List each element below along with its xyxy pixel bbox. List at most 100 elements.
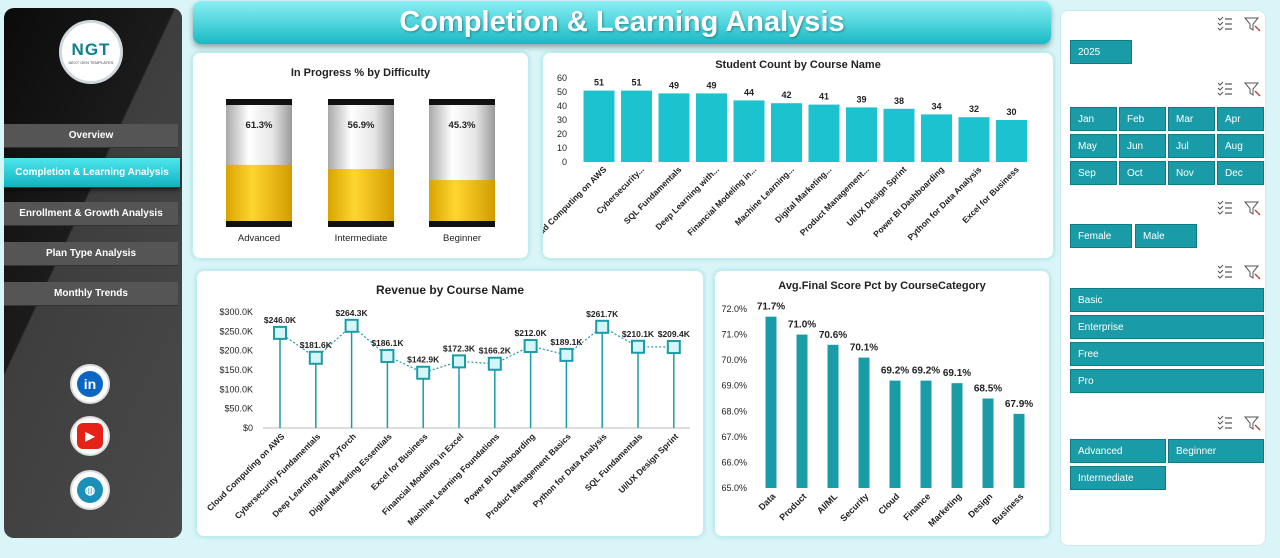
xtick-marketing: Marketing: [926, 491, 963, 528]
bar-finance: [920, 380, 932, 488]
ytick-300-0k: $300.0K: [219, 307, 253, 317]
plan-clear-filter-icon[interactable]: [1243, 265, 1261, 280]
plan-enterprise[interactable]: Enterprise: [1070, 315, 1264, 339]
ytick-40: 40: [557, 101, 567, 111]
globe-icon[interactable]: ◍: [70, 470, 110, 510]
value-cybersecurity-fundamentals: $181.6K: [300, 340, 333, 350]
value-ui-ux-design-sprint: 38: [894, 96, 904, 106]
revenue-line: [279, 325, 674, 374]
year-filter-icons: [1217, 16, 1261, 32]
cap-top-advanced: [226, 99, 292, 105]
ytick-250-0k: $250.0K: [219, 326, 253, 336]
xtick-security: Security: [838, 491, 870, 523]
marker-product-management-basics: [559, 347, 574, 362]
value-python-for-data-analysis: $261.7K: [586, 309, 619, 319]
difficulty-clear-filter-icon[interactable]: [1243, 416, 1261, 431]
xtick-ui-ux-design-sprint: UI/UX Design Sprint: [616, 431, 680, 495]
ytick-66-0: 66.0%: [721, 457, 747, 467]
cap-bottom-intermediate: [328, 221, 394, 227]
value-excel-for-business: 30: [1006, 107, 1016, 117]
month-feb[interactable]: Feb: [1119, 107, 1166, 131]
month-aug[interactable]: Aug: [1217, 134, 1264, 158]
month-clear-filter-icon[interactable]: [1243, 82, 1261, 97]
year-2025[interactable]: 2025: [1070, 40, 1132, 64]
bar-marketing: [951, 383, 963, 488]
gender-multiselect-icon[interactable]: [1217, 200, 1232, 215]
marker-ui-ux-design-sprint: [666, 340, 681, 355]
xtick-data: Data: [757, 491, 779, 513]
label-beginner: 45.3%: [449, 120, 476, 131]
bar-cybersecurity: [621, 90, 652, 162]
difficulty-chart: 61.3% Advanced 56.9% Intermediate 45.3% Begin…: [226, 99, 495, 244]
month-nov[interactable]: Nov: [1168, 161, 1215, 185]
xtick-product-management: Product Management...: [798, 164, 871, 237]
bar-cloud-computing-on-aws: [583, 90, 615, 162]
bar-deep-learning-with: [696, 93, 727, 162]
difficulty-multiselect-icon[interactable]: [1217, 415, 1232, 430]
plan-multiselect-icon[interactable]: [1217, 264, 1232, 279]
value-financial-modeling-in-excel: $172.3K: [443, 343, 476, 353]
score-title: Avg.Final Score Pct by CourseCategory: [778, 280, 986, 292]
ytick-60: 60: [557, 73, 567, 83]
youtube-icon[interactable]: ▶: [70, 416, 110, 456]
gender-filter-icons: [1217, 200, 1261, 216]
value-power-bi-dashboarding: $212.0K: [515, 328, 548, 338]
year-clear-filter-icon[interactable]: [1243, 17, 1261, 32]
category-advanced: Advanced: [238, 233, 280, 244]
difficulty-chart-title: In Progress % by Difficulty: [290, 67, 431, 79]
ytick-100-0k: $100.0K: [219, 384, 253, 394]
student-count-panel: Student Count by Course Name 0 10 20 30 40 50…: [542, 52, 1054, 259]
linkedin-icon-glyph: in: [77, 371, 103, 397]
value-security: 70.1%: [850, 343, 878, 354]
category-beginner: Beginner: [443, 233, 481, 244]
difficulty-advanced[interactable]: Advanced: [1070, 439, 1166, 463]
cap-bottom-beginner: [429, 221, 495, 227]
month-mar[interactable]: Mar: [1168, 107, 1215, 131]
value-ai-ml: 70.6%: [819, 330, 847, 341]
plan-basic[interactable]: Basic: [1070, 288, 1264, 312]
ytick-200-0k: $200.0K: [219, 346, 253, 356]
month-dec[interactable]: Dec: [1217, 161, 1264, 185]
cap-bottom-advanced: [226, 221, 292, 227]
xtick-deep-learning-with: Deep Learning with...: [653, 164, 721, 232]
sidebar: NGT NEXT GEN TEMPLATES Overview Completi…: [4, 8, 182, 538]
month-may[interactable]: May: [1070, 134, 1117, 158]
bar-cloud: [889, 380, 901, 488]
nav-enrollment-growth[interactable]: Enrollment & Growth Analysis: [4, 202, 178, 226]
month-multiselect-icon[interactable]: [1217, 81, 1232, 96]
youtube-icon-glyph: ▶: [77, 423, 103, 449]
difficulty-beginner[interactable]: Beginner: [1168, 439, 1264, 463]
xtick-product: Product: [777, 491, 808, 522]
ytick-71-0: 71.0%: [721, 330, 747, 340]
month-sep[interactable]: Sep: [1070, 161, 1117, 185]
logo-subtext: NEXT GEN TEMPLATES: [68, 59, 114, 65]
difficulty-chart-panel: In Progress % by Difficulty 61.3% Advance…: [192, 52, 529, 259]
bar-product-management: [846, 107, 877, 162]
marker-excel-for-business: [416, 365, 431, 380]
bar-design: [982, 398, 994, 488]
nav-plan-type[interactable]: Plan Type Analysis: [4, 242, 178, 266]
plan-pro[interactable]: Pro: [1070, 369, 1264, 393]
month-oct[interactable]: Oct: [1119, 161, 1166, 185]
linkedin-icon[interactable]: in: [70, 364, 110, 404]
bar-data: [765, 316, 777, 488]
gender-female[interactable]: Female: [1070, 224, 1132, 248]
filter-panel: 2025 Jan Feb Mar Apr May Jun Jul Aug Sep Oct Nov Dec…: [1060, 10, 1266, 546]
ytick-72-0: 72.0%: [721, 304, 747, 314]
label-advanced: 61.3%: [246, 120, 273, 131]
nav-overview[interactable]: Overview: [4, 124, 178, 148]
month-jun[interactable]: Jun: [1119, 134, 1166, 158]
nav-monthly-trends[interactable]: Monthly Trends: [4, 282, 178, 306]
month-jan[interactable]: Jan: [1070, 107, 1117, 131]
year-multiselect-icon[interactable]: [1217, 16, 1232, 31]
nav-completion-learning[interactable]: Completion & Learning Analysis: [4, 158, 180, 188]
month-apr[interactable]: Apr: [1217, 107, 1264, 131]
xtick-design: Design: [966, 491, 994, 519]
value-ui-ux-design-sprint: $209.4K: [658, 329, 691, 339]
globe-icon-glyph: ◍: [77, 477, 103, 503]
difficulty-intermediate[interactable]: Intermediate: [1070, 466, 1166, 490]
plan-free[interactable]: Free: [1070, 342, 1264, 366]
gender-clear-filter-icon[interactable]: [1243, 201, 1261, 216]
gender-male[interactable]: Male: [1135, 224, 1197, 248]
month-jul[interactable]: Jul: [1168, 134, 1215, 158]
